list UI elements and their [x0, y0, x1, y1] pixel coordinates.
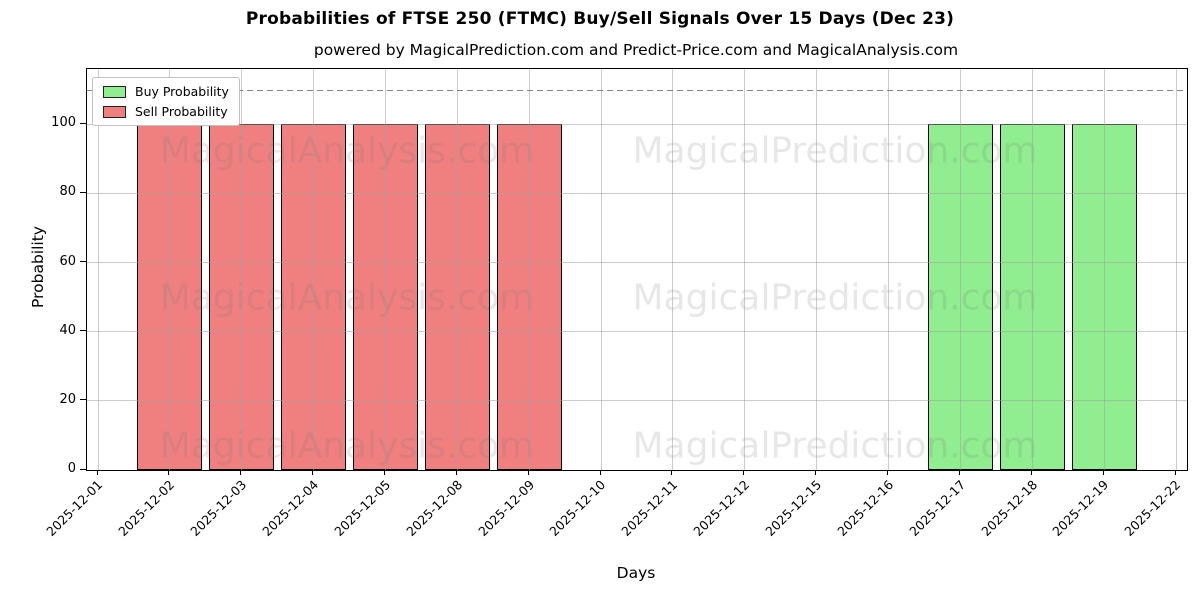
gridline-vertical: [1103, 69, 1105, 470]
legend-item-buy: Buy Probability: [103, 84, 229, 99]
x-tick-label: 2025-12-17: [906, 477, 969, 539]
y-tick-label: 100: [51, 115, 76, 131]
gridline-vertical: [672, 69, 674, 470]
x-tick-label: 2025-12-22: [1121, 477, 1184, 539]
x-tick-label: 2025-12-04: [259, 477, 322, 539]
x-tick-mark: [527, 470, 529, 475]
x-tick-label: 2025-12-11: [618, 477, 681, 539]
gridline-vertical: [888, 69, 890, 470]
legend: Buy Probability Sell Probability: [92, 77, 240, 126]
watermark-text: MagicalPrediction.com: [632, 425, 1038, 467]
watermark-text: MagicalAnalysis.com: [159, 130, 535, 172]
y-tick-label: 40: [59, 322, 76, 338]
x-tick-label: 2025-12-18: [977, 477, 1040, 539]
gridline-vertical: [816, 69, 818, 470]
y-tick-label: 0: [67, 461, 76, 476]
y-tick-mark: [80, 261, 86, 263]
x-tick-label: 2025-12-19: [1049, 477, 1112, 539]
plot-area: Buy Probability Sell Probability Magical…: [86, 68, 1188, 471]
x-tick-mark: [1030, 470, 1032, 475]
sell-probability-swatch: [103, 105, 126, 118]
y-tick-label: 20: [59, 391, 76, 407]
gridline-vertical: [169, 69, 171, 470]
watermark-text: MagicalPrediction.com: [632, 130, 1038, 172]
x-tick-label: 2025-12-08: [402, 477, 465, 539]
chart-subtitle: powered by MagicalPrediction.com and Pre…: [313, 41, 959, 59]
y-tick-mark: [80, 191, 86, 193]
y-tick-mark: [80, 330, 86, 332]
gridline-horizontal: [87, 400, 1187, 402]
x-tick-mark: [887, 470, 889, 475]
gridline-vertical: [528, 69, 530, 470]
x-tick-label: 2025-12-10: [546, 477, 609, 539]
x-tick-label: 2025-12-15: [762, 477, 825, 539]
x-tick-mark: [815, 470, 817, 475]
x-tick-mark: [383, 470, 385, 475]
y-tick-mark: [80, 399, 86, 401]
reference-line: [87, 89, 1187, 92]
chart-title: Probabilities of FTSE 250 (FTMC) Buy/Sel…: [245, 9, 955, 29]
gridline-horizontal: [87, 192, 1187, 194]
gridline-vertical: [744, 69, 746, 470]
legend-label-buy: Buy Probability: [135, 84, 229, 99]
y-tick-mark: [80, 122, 86, 124]
x-tick-mark: [240, 470, 242, 475]
x-tick-mark: [599, 470, 601, 475]
x-tick-mark: [671, 470, 673, 475]
gridline-vertical: [313, 69, 315, 470]
x-tick-mark: [1102, 470, 1104, 475]
x-tick-label: 2025-12-02: [115, 477, 178, 539]
gridline-vertical: [384, 69, 386, 470]
gridline-horizontal: [87, 262, 1187, 264]
watermark-text: MagicalPrediction.com: [632, 277, 1038, 319]
watermark-text: MagicalAnalysis.com: [159, 425, 535, 467]
x-tick-mark: [455, 470, 457, 475]
x-tick-mark: [1174, 470, 1176, 475]
gridline-vertical: [600, 69, 602, 470]
gridline-vertical: [97, 69, 99, 470]
gridline-vertical: [456, 69, 458, 470]
x-tick-mark: [743, 470, 745, 475]
x-axis-label: Days: [616, 564, 656, 582]
x-tick-label: 2025-12-01: [43, 477, 106, 539]
legend-item-sell: Sell Probability: [103, 104, 229, 119]
gridline-horizontal: [87, 123, 1187, 125]
x-tick-label: 2025-12-03: [187, 477, 250, 539]
x-tick-mark: [168, 470, 170, 475]
x-tick-mark: [96, 470, 98, 475]
gridline-vertical: [241, 69, 243, 470]
x-tick-label: 2025-12-05: [331, 477, 394, 539]
y-tick-mark: [80, 468, 86, 470]
x-tick-label: 2025-12-09: [474, 477, 537, 539]
gridline-horizontal: [87, 331, 1187, 333]
gridline-vertical: [1175, 69, 1177, 470]
buy-probability-swatch: [103, 85, 126, 98]
legend-label-sell: Sell Probability: [135, 104, 228, 119]
gridline-vertical: [959, 69, 961, 470]
x-tick-label: 2025-12-12: [690, 477, 753, 539]
y-axis-label: Probability: [29, 226, 47, 308]
gridline-vertical: [1031, 69, 1033, 470]
y-tick-label: 80: [59, 184, 76, 200]
y-tick-label: 60: [59, 253, 76, 269]
x-tick-mark: [958, 470, 960, 475]
x-tick-label: 2025-12-16: [834, 477, 897, 539]
watermark-text: MagicalAnalysis.com: [159, 277, 535, 319]
x-tick-mark: [312, 470, 314, 475]
